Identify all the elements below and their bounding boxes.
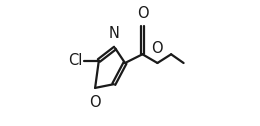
Text: O: O — [137, 6, 148, 21]
Text: O: O — [89, 95, 100, 110]
Text: N: N — [109, 26, 120, 41]
Text: Cl: Cl — [68, 53, 83, 68]
Text: O: O — [152, 41, 163, 56]
